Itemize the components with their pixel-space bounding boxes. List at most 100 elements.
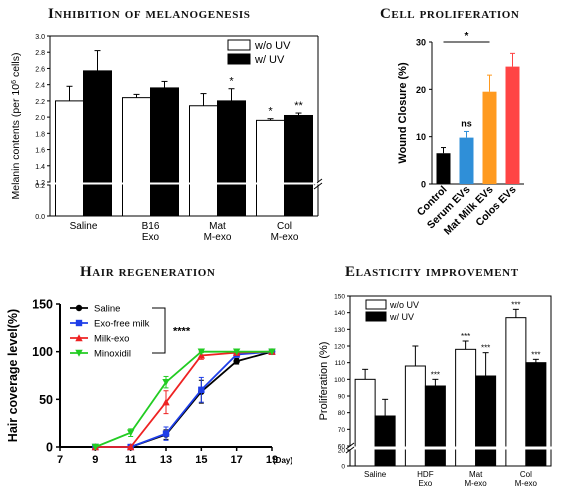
y-tick-label: 3.0 xyxy=(35,34,45,41)
x-tick-label: 19 xyxy=(266,454,278,466)
x-tick-label: 7 xyxy=(57,454,63,466)
x-tick-label: M-exo xyxy=(204,232,232,243)
legend-swatch-w-uv xyxy=(227,53,251,65)
legend-label-wo-uv: w/o UV xyxy=(254,40,291,52)
x-tick-label: 9 xyxy=(92,454,98,466)
y-tick-label: 60 xyxy=(338,444,346,451)
x-tick-label: B16 xyxy=(142,221,160,232)
y-axis-label: Melanin contents (per 106 cells) xyxy=(10,53,22,200)
bar-w-uv xyxy=(83,70,112,217)
x-tick-label: M-exo xyxy=(271,232,299,243)
bar-wo-uv xyxy=(505,317,527,467)
x-tick-label: M-exo xyxy=(465,479,488,488)
axis-break-marks xyxy=(345,442,355,454)
significance-marker: ** xyxy=(294,100,303,112)
y-tick-label: 90 xyxy=(338,394,346,401)
bar-control xyxy=(436,153,451,184)
legend-swatch-wo-uv xyxy=(227,39,251,51)
data-point-milk-exo xyxy=(126,443,135,451)
bar-mat-milk-evs xyxy=(482,91,497,184)
y-axis-label: Wound Closure (%) xyxy=(397,62,409,164)
y-tick-label: 0 xyxy=(341,464,345,471)
y-tick-label: 100 xyxy=(32,345,53,359)
y-tick-label: 130 xyxy=(334,327,345,334)
bar-wo-uv xyxy=(256,119,285,217)
bar-colos-evs xyxy=(505,66,520,184)
x-tick-label: Saline xyxy=(364,470,387,479)
bar-wo-uv xyxy=(404,365,426,467)
elasticity-chart-title: Elasticity improvement xyxy=(345,264,519,280)
axis-break-band xyxy=(347,446,554,450)
y-axis-label: Hair coverage level(%) xyxy=(6,309,20,442)
data-point-milk-exo xyxy=(162,398,170,406)
y-tick-label: 20 xyxy=(338,448,346,455)
legend-marker xyxy=(75,319,83,327)
proliferation-chart-title: Cell proliferation xyxy=(380,6,520,22)
legend-swatch-w-uv xyxy=(365,311,387,322)
bar-w-uv xyxy=(424,385,446,467)
data-point-exo-free-milk xyxy=(162,430,170,437)
melanin-chart-title: Inhibition of melanogenesis xyxy=(48,6,251,22)
y-tick-label: 1.2 xyxy=(35,180,45,187)
y-tick-label: 2.2 xyxy=(35,99,45,106)
x-tick-label: Exo xyxy=(142,232,160,243)
legend-label: Minoxidil xyxy=(94,349,131,360)
y-tick-label: 0.0 xyxy=(35,214,45,221)
significance-marker: **** xyxy=(173,326,191,338)
significance-marker: *** xyxy=(531,350,540,359)
bar-w-uv xyxy=(374,415,396,467)
y-tick-label: 2.0 xyxy=(35,115,45,122)
x-tick-label: Mat xyxy=(469,470,483,479)
data-point-minoxidil xyxy=(126,429,135,437)
data-point-minoxidil xyxy=(162,378,170,386)
legend-label: Milk-exo xyxy=(94,334,129,345)
significance-marker: *** xyxy=(481,344,490,353)
y-tick-label: 0.2 xyxy=(35,183,45,190)
significance-marker: *** xyxy=(461,332,470,341)
y-tick-label: 80 xyxy=(338,410,346,417)
y-tick-label: 2.6 xyxy=(35,66,45,73)
hair-chart: 0 50 100 150 7 9 11 13 15 17 19(Day) Hair coverage … xyxy=(6,298,292,467)
x-tick-label: 13 xyxy=(160,454,172,466)
bar-wo-uv xyxy=(55,100,84,217)
series-line-minoxidil xyxy=(94,350,272,448)
y-tick-label: 1.4 xyxy=(35,164,45,171)
y-tick-label: 70 xyxy=(338,427,346,434)
significance-marker: * xyxy=(229,76,234,88)
legend-swatch-wo-uv xyxy=(365,299,387,310)
data-point-minoxidil xyxy=(91,443,100,451)
bar-w-uv xyxy=(150,87,179,217)
legend-label-w-uv: w/ UV xyxy=(389,312,414,322)
significance-bracket xyxy=(152,307,166,354)
bar-w-uv xyxy=(475,375,497,467)
y-tick-label: 1.8 xyxy=(35,131,45,138)
data-point-minoxidil xyxy=(268,348,276,356)
x-tick-label: 17 xyxy=(231,454,243,466)
data-point-minoxidil xyxy=(232,348,241,356)
significance-marker: * xyxy=(268,106,273,118)
y-tick-label: 2.8 xyxy=(35,50,45,57)
x-tick-label: M-exo xyxy=(515,479,538,488)
legend-label-w-uv: w/ UV xyxy=(254,54,285,66)
hair-chart-title: Hair regeneration xyxy=(80,264,216,280)
y-tick-label: 100 xyxy=(334,377,345,384)
bar-wo-uv xyxy=(189,105,218,217)
significance-marker: * xyxy=(465,31,469,42)
y-axis-label: Proliferation (%) xyxy=(318,342,330,421)
y-axis-label-exponent: 6 xyxy=(11,80,18,84)
x-tick-label: Exo xyxy=(418,479,432,488)
y-tick-label: 150 xyxy=(32,298,53,312)
y-tick-label: 0 xyxy=(46,441,53,455)
x-axis-label: (Day) xyxy=(273,456,292,465)
plot-frame xyxy=(349,295,552,467)
x-tick-label: 15 xyxy=(195,454,207,466)
axis-break-band xyxy=(51,182,317,185)
bar-w-uv xyxy=(525,362,547,467)
x-tick-label: Saline xyxy=(70,221,98,232)
y-tick-label: 120 xyxy=(334,344,345,351)
significance-marker: *** xyxy=(511,300,520,309)
x-tick-label: Col xyxy=(520,470,532,479)
data-point-exo-free-milk xyxy=(198,386,205,393)
